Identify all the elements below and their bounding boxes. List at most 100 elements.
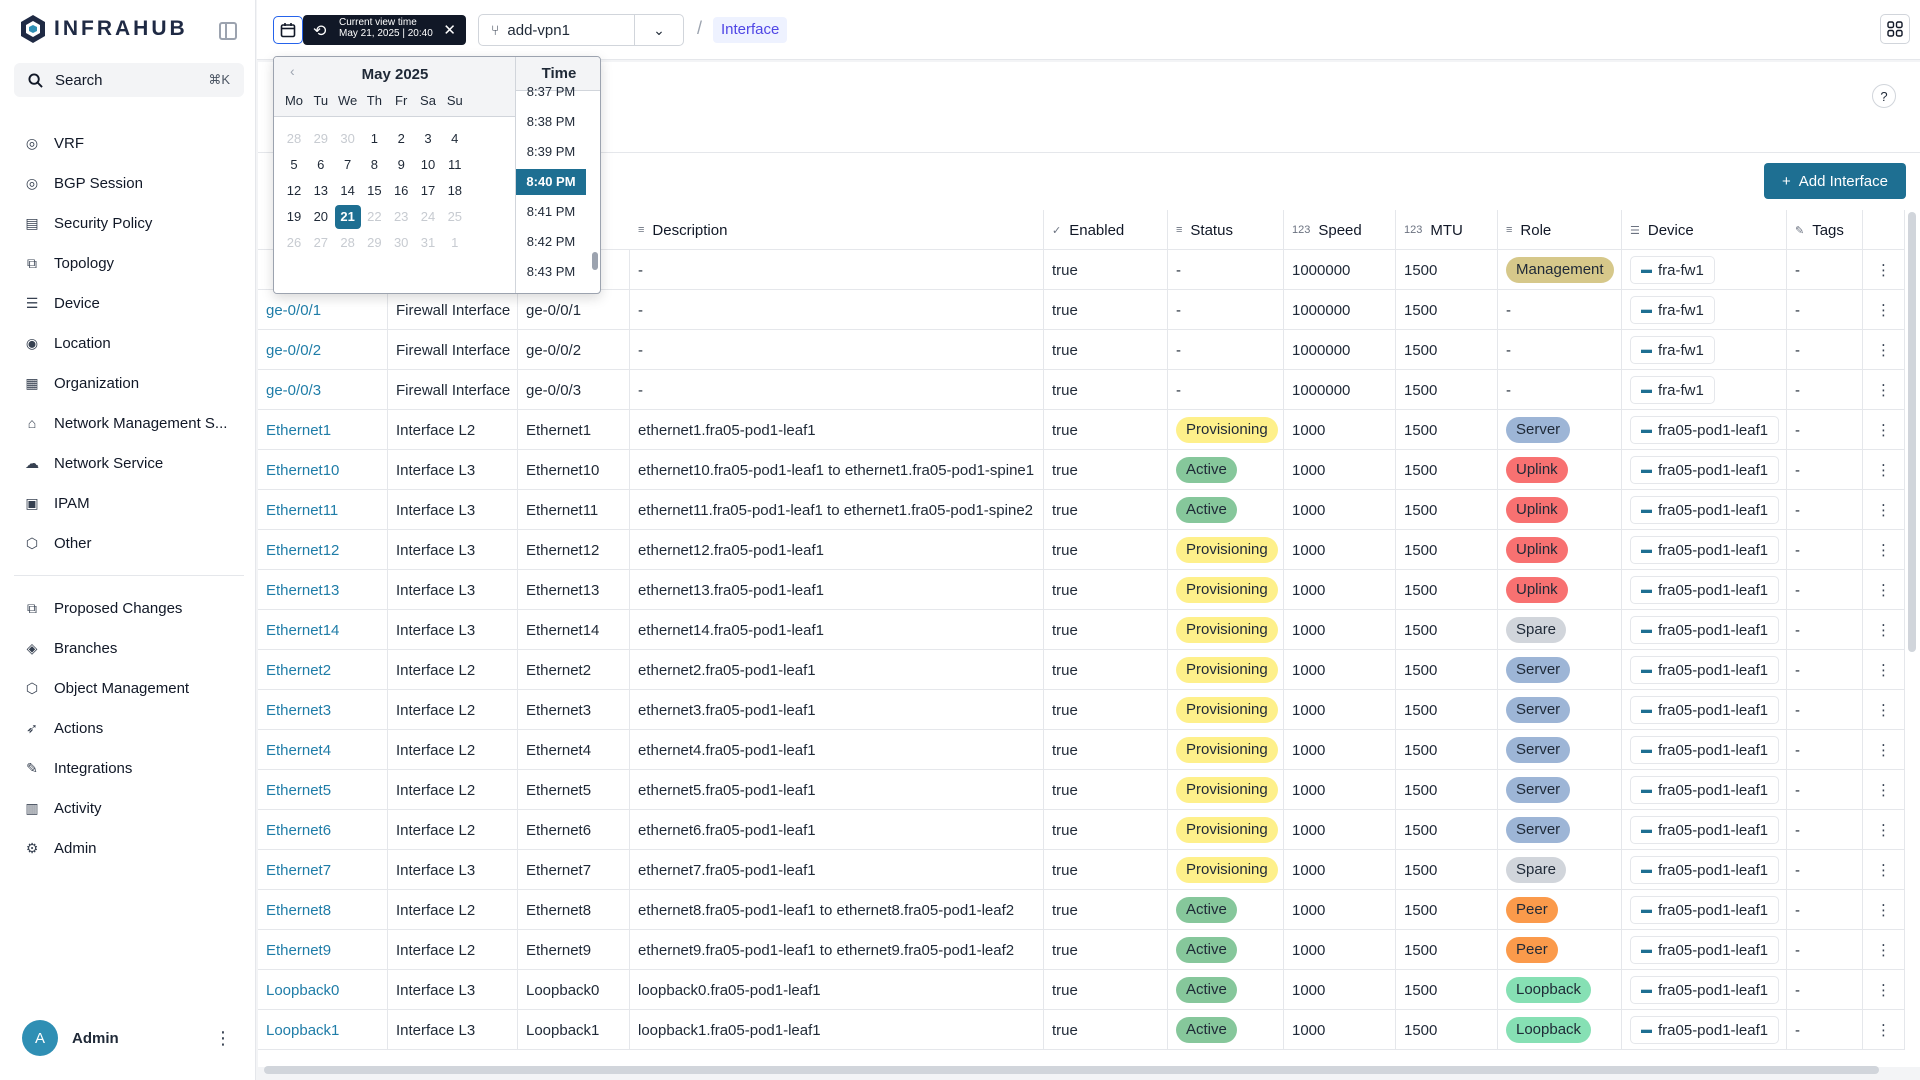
sidebar-item-topology[interactable]: ⧉ Topology	[24, 248, 244, 278]
sidebar-item-security-policy[interactable]: ▤ Security Policy	[24, 208, 244, 238]
calendar-day[interactable]: 20	[313, 209, 329, 224]
interface-link[interactable]: Ethernet2	[266, 661, 332, 679]
calendar-day[interactable]: 11	[448, 157, 462, 172]
sidebar-item-object-management[interactable]: ⬡ Object Management	[24, 673, 244, 703]
interface-link[interactable]: Ethernet9	[266, 941, 332, 959]
calendar-day[interactable]: 17	[420, 183, 436, 198]
more-vertical-icon[interactable]: ⋮	[1876, 382, 1891, 399]
column-header-mtu[interactable]: 123 MTU	[1396, 210, 1498, 250]
search-button[interactable]: Search ⌘K	[14, 63, 244, 97]
device-link[interactable]: ▬ fra05-pod1-leaf1	[1630, 816, 1780, 844]
cell-name[interactable]: Ethernet11	[258, 490, 388, 530]
more-vertical-icon[interactable]: ⋮	[1876, 1022, 1891, 1039]
device-link[interactable]: ▬ fra05-pod1-leaf1	[1630, 936, 1780, 964]
device-link[interactable]: ▬ fra05-pod1-leaf1	[1630, 656, 1780, 684]
interface-link[interactable]: Ethernet3	[266, 701, 332, 719]
cell-actions[interactable]: ⋮	[1863, 610, 1905, 650]
cell-name[interactable]: Ethernet14	[258, 610, 388, 650]
interface-link[interactable]: Ethernet11	[266, 501, 339, 519]
cell-name[interactable]: ge-0/0/3	[258, 370, 388, 410]
collapse-sidebar-icon[interactable]	[219, 22, 237, 40]
more-vertical-icon[interactable]: ⋮	[1876, 582, 1891, 599]
cell-actions[interactable]: ⋮	[1863, 650, 1905, 690]
sidebar-item-network-management-s[interactable]: ⌂ Network Management S...	[24, 408, 244, 438]
calendar-day[interactable]: 4	[451, 131, 459, 146]
cell-actions[interactable]: ⋮	[1863, 490, 1905, 530]
device-link[interactable]: ▬ fra05-pod1-leaf1	[1630, 536, 1780, 564]
column-header-device[interactable]: ☰ Device	[1622, 210, 1787, 250]
cell-name[interactable]: Ethernet2	[258, 650, 388, 690]
time-option[interactable]: 8:42 PM	[526, 234, 576, 249]
help-button[interactable]: ?	[1872, 84, 1896, 108]
interface-link[interactable]: Ethernet12	[266, 541, 340, 559]
cell-actions[interactable]: ⋮	[1863, 930, 1905, 970]
cell-name[interactable]: Ethernet9	[258, 930, 388, 970]
cell-name[interactable]: Ethernet10	[258, 450, 388, 490]
cell-actions[interactable]: ⋮	[1863, 530, 1905, 570]
device-link[interactable]: ▬ fra05-pod1-leaf1	[1630, 776, 1780, 804]
sidebar-item-activity[interactable]: ▥ Activity	[24, 793, 244, 823]
sidebar-item-branches[interactable]: ◈ Branches	[24, 633, 244, 663]
more-vertical-icon[interactable]: ⋮	[1876, 542, 1891, 559]
more-vertical-icon[interactable]: ⋮	[1876, 422, 1891, 439]
cell-name[interactable]: ge-0/0/1	[258, 290, 388, 330]
column-header-enabled[interactable]: ✓ Enabled	[1044, 210, 1168, 250]
apps-button[interactable]	[1880, 14, 1910, 44]
more-vertical-icon[interactable]: ⋮	[1876, 862, 1891, 879]
device-link[interactable]: ▬ fra-fw1	[1630, 336, 1715, 364]
previous-month-icon[interactable]: ‹	[290, 63, 295, 79]
interface-link[interactable]: ge-0/0/3	[266, 381, 322, 399]
interface-link[interactable]: Ethernet5	[266, 781, 332, 799]
calendar-day[interactable]: 9	[397, 157, 405, 172]
cell-actions[interactable]: ⋮	[1863, 330, 1905, 370]
cell-actions[interactable]: ⋮	[1863, 1010, 1905, 1050]
time-option[interactable]: 8:37 PM	[526, 84, 576, 99]
column-header-description[interactable]: ≡ Description	[630, 210, 1044, 250]
more-vertical-icon[interactable]: ⋮	[1876, 982, 1891, 999]
cell-name[interactable]: Ethernet8	[258, 890, 388, 930]
more-vertical-icon[interactable]: ⋮	[1876, 942, 1891, 959]
column-header-status[interactable]: ≡ Status	[1168, 210, 1284, 250]
calendar-day[interactable]: 13	[313, 183, 329, 198]
calendar-day[interactable]: 8	[370, 157, 378, 172]
calendar-day[interactable]: 18	[447, 183, 463, 198]
calendar-day[interactable]: 6	[317, 157, 325, 172]
calendar-day[interactable]: 10	[420, 157, 436, 172]
view-time-chip[interactable]: ⟲ Current view time May 21, 2025 | 20:40…	[303, 15, 466, 45]
cell-name[interactable]: Ethernet6	[258, 810, 388, 850]
calendar-day[interactable]: 5	[290, 157, 298, 172]
user-menu[interactable]: A Admin ⋮	[22, 1020, 232, 1056]
cell-actions[interactable]: ⋮	[1863, 730, 1905, 770]
cell-actions[interactable]: ⋮	[1863, 250, 1905, 290]
sidebar-item-proposed-changes[interactable]: ⧉ Proposed Changes	[24, 593, 244, 623]
device-link[interactable]: ▬ fra05-pod1-leaf1	[1630, 456, 1780, 484]
sidebar-item-integrations[interactable]: ✎ Integrations	[24, 753, 244, 783]
calendar-day[interactable]: 19	[286, 209, 302, 224]
cell-name[interactable]: Ethernet3	[258, 690, 388, 730]
more-vertical-icon[interactable]: ⋮	[1876, 822, 1891, 839]
cell-actions[interactable]: ⋮	[1863, 770, 1905, 810]
more-vertical-icon[interactable]: ⋮	[1876, 702, 1891, 719]
cell-actions[interactable]: ⋮	[1863, 570, 1905, 610]
time-option[interactable]: 8:40 PM	[516, 169, 586, 195]
interface-link[interactable]: Ethernet8	[266, 901, 332, 919]
device-link[interactable]: ▬ fra05-pod1-leaf1	[1630, 856, 1780, 884]
more-vertical-icon[interactable]: ⋮	[1876, 662, 1891, 679]
cell-actions[interactable]: ⋮	[1863, 810, 1905, 850]
more-vertical-icon[interactable]: ⋮	[1876, 742, 1891, 759]
calendar-day[interactable]: 14	[340, 183, 355, 198]
calendar-day[interactable]: 3	[424, 131, 432, 146]
interface-link[interactable]: Ethernet7	[266, 861, 332, 879]
more-vertical-icon[interactable]: ⋮	[1876, 782, 1891, 799]
cell-actions[interactable]: ⋮	[1863, 410, 1905, 450]
cell-actions[interactable]: ⋮	[1863, 450, 1905, 490]
device-link[interactable]: ▬ fra05-pod1-leaf1	[1630, 496, 1780, 524]
sidebar-item-vrf[interactable]: ◎ VRF	[24, 128, 244, 158]
chevron-down-icon[interactable]: ⌄	[653, 21, 665, 38]
interface-link[interactable]: Ethernet14	[266, 621, 340, 639]
device-link[interactable]: ▬ fra05-pod1-leaf1	[1630, 696, 1780, 724]
column-header-tags[interactable]: ✎ Tags	[1787, 210, 1863, 250]
device-link[interactable]: ▬ fra-fw1	[1630, 256, 1715, 284]
horizontal-scrollbar[interactable]	[264, 1066, 1879, 1074]
interface-link[interactable]: Loopback0	[266, 981, 340, 999]
